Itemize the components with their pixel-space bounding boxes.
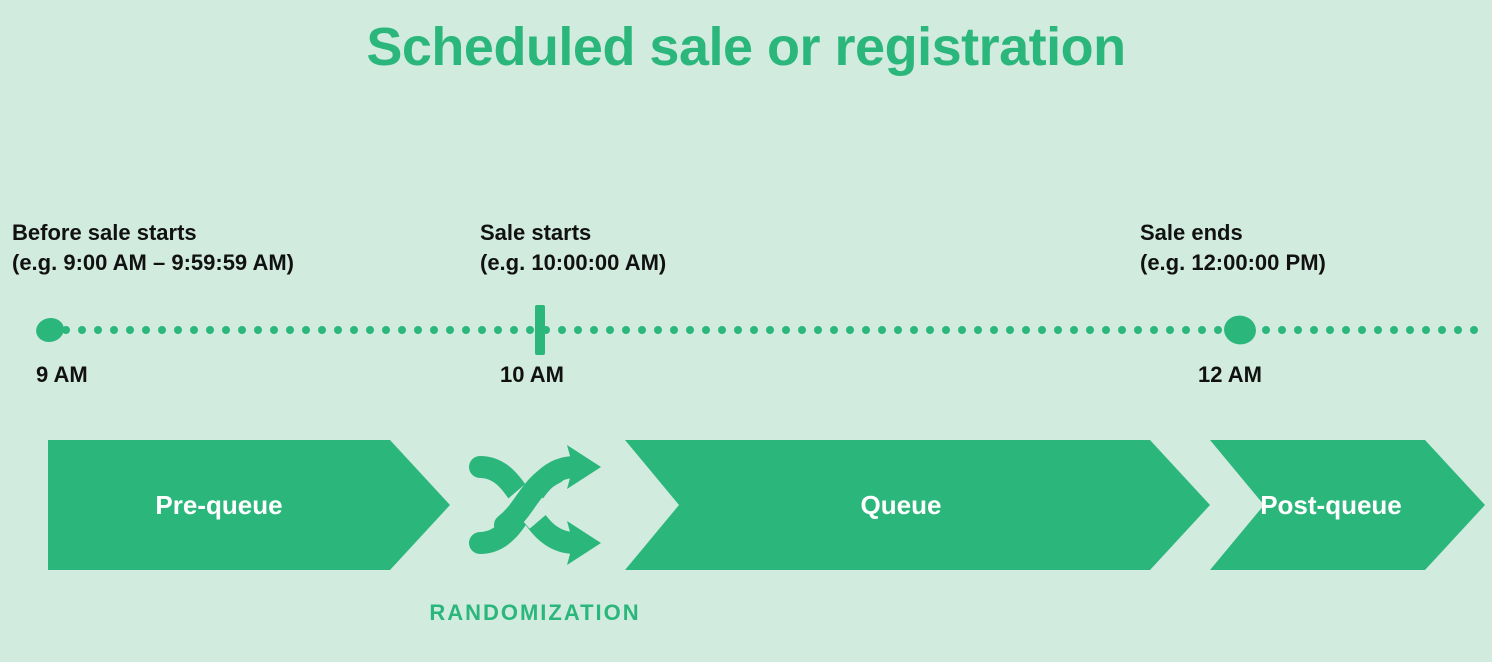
flow-stage-label-queue: Queue (861, 490, 942, 520)
time-label-10am: 10 AM (500, 362, 564, 388)
milestone-sale-starts: Sale starts (e.g. 10:00:00 AM) (480, 218, 666, 277)
page-title: Scheduled sale or registration (0, 16, 1492, 78)
time-label-12am: 12 AM (1198, 362, 1262, 388)
flow-arrows: Pre-queue Queue Post-queue (0, 430, 1492, 590)
randomization-label: RANDOMIZATION (425, 600, 645, 626)
milestone-line1: Sale starts (480, 218, 666, 248)
flow-stage-label-post-queue: Post-queue (1260, 490, 1402, 520)
milestone-line2: (e.g. 10:00:00 AM) (480, 248, 666, 278)
milestone-line2: (e.g. 12:00:00 PM) (1140, 248, 1326, 278)
flow-stage-label-pre-queue: Pre-queue (155, 490, 282, 520)
shuffle-icon (480, 445, 601, 565)
time-label-9am: 9 AM (36, 362, 88, 388)
timeline-end-marker-icon (1222, 314, 1258, 347)
milestone-line1: Sale ends (1140, 218, 1326, 248)
milestone-line1: Before sale starts (12, 218, 294, 248)
milestone-before-sale: Before sale starts (e.g. 9:00 AM – 9:59:… (12, 218, 294, 277)
timeline-mid-tick-icon (535, 305, 545, 355)
timeline-start-marker-icon (34, 315, 66, 344)
diagram-canvas: Scheduled sale or registration Before sa… (0, 0, 1492, 662)
timeline (0, 300, 1492, 360)
milestone-line2: (e.g. 9:00 AM – 9:59:59 AM) (12, 248, 294, 278)
milestone-sale-ends: Sale ends (e.g. 12:00:00 PM) (1140, 218, 1326, 277)
